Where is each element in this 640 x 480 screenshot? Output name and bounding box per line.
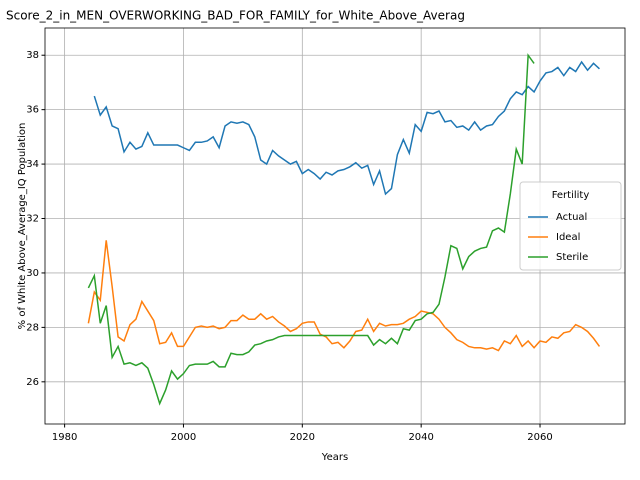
x-tick-label: 2060 [527, 432, 552, 443]
line [87, 53, 535, 406]
y-tick-label: 28 [26, 322, 39, 333]
x-tick-label: 2040 [408, 432, 433, 443]
legend-label: Ideal [556, 232, 580, 243]
y-tick-label: 34 [26, 159, 39, 170]
y-axis-label: % of White Above_Average_IQ Population [17, 123, 28, 330]
x-tick-label: 2020 [290, 432, 315, 443]
legend-title: Fertility [552, 190, 590, 201]
line [93, 60, 600, 196]
chart-title: Score_2_in_MEN_OVERWORKING_BAD_FOR_FAMIL… [6, 9, 465, 23]
y-tick-label: 32 [26, 214, 39, 225]
legend-label: Actual [556, 212, 587, 223]
y-tick-label: 38 [26, 50, 39, 61]
plot-frame [44, 27, 626, 425]
y-tick-label: 36 [26, 105, 39, 116]
x-axis-label: Years [321, 452, 348, 463]
y-tick-label: 30 [26, 268, 39, 279]
line [87, 240, 601, 352]
x-tick-label: 1980 [52, 432, 77, 443]
x-tick-label: 2000 [171, 432, 196, 443]
legend-label: Sterile [556, 252, 588, 263]
legend-box [519, 181, 622, 271]
y-tick-label: 26 [26, 377, 39, 388]
